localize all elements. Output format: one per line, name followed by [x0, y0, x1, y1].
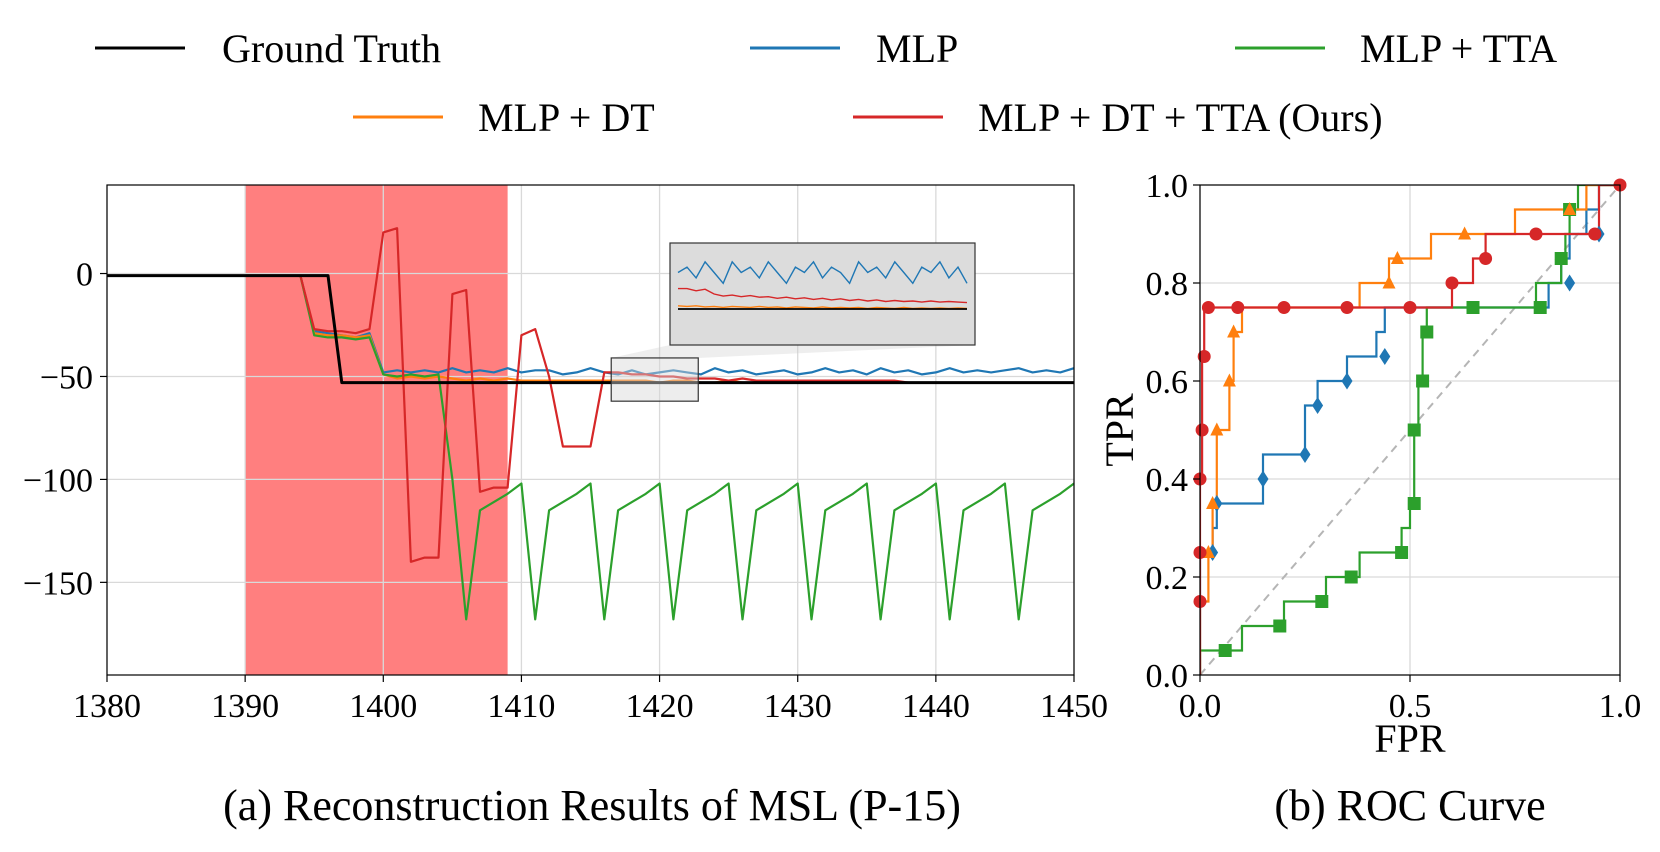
tick-layer: 1380 1390 1400 1410 1420 1430 1440 1450 0 −50 −100…: [23, 257, 1108, 725]
x-tick-label: 1420: [626, 688, 694, 725]
y-axis-label: TPR: [1097, 393, 1142, 467]
inset-source-box: [610, 357, 699, 402]
roc-marker-mlp-dt: [1458, 226, 1472, 240]
roc-marker-mlp-dt-tta-ours: [1588, 227, 1602, 241]
y-tick-label: −150: [23, 565, 93, 602]
roc-marker-mlp-dt: [1382, 275, 1396, 289]
legend-item-mlp-tta: MLP + TTA: [1235, 26, 1557, 71]
roc-marker-mlp: [1564, 274, 1576, 292]
roc-marker-mlp-dt: [1222, 373, 1236, 387]
roc-marker-mlp-dt-tta-ours: [1340, 301, 1354, 314]
roc-marker-mlp-dt: [1210, 422, 1224, 436]
roc-marker-mlp-dt-tta-ours: [1403, 301, 1417, 314]
roc-marker-mlp-dt-tta-ours: [1445, 276, 1459, 290]
roc-marker-mlp-dt-tta-ours: [1231, 301, 1245, 314]
y-tick-label: −100: [23, 462, 93, 499]
marker-layer: [1193, 178, 1627, 657]
y-tick-label: 0.2: [1146, 560, 1189, 597]
inset-connector: [611, 345, 975, 358]
series-line-ground-truth: [107, 274, 1074, 385]
roc-marker-mlp-tta: [1315, 595, 1329, 608]
series-line-mlp-tta: [107, 274, 1074, 621]
legend-label: MLP: [876, 26, 958, 71]
y-tick-label: 1.0: [1146, 168, 1189, 205]
x-tick-label: 1410: [487, 688, 555, 725]
legend-item-mlp-dt: MLP + DT: [353, 95, 655, 140]
roc-marker-mlp-dt: [1390, 251, 1404, 264]
roc-marker-mlp: [1312, 397, 1324, 414]
series-line-mlp: [107, 274, 1074, 376]
x-tick-label: 1450: [1040, 688, 1108, 725]
x-tick-label: 1430: [764, 688, 832, 725]
roc-marker-mlp: [1379, 348, 1391, 365]
roc-marker-mlp-tta: [1218, 644, 1232, 657]
roc-marker-mlp: [1341, 372, 1353, 390]
inset-line: [678, 287, 968, 304]
plot-frame: [106, 184, 1075, 676]
x-tick-label: 0.0: [1179, 688, 1222, 725]
roc-marker-mlp-tta: [1407, 423, 1421, 437]
legend-item-ours: MLP + DT + TTA (Ours): [853, 95, 1383, 140]
x-tick-label: 0.5: [1389, 688, 1432, 725]
chart-b: 0.0 0.5 1.0 0.0 0.2 0.4 0.6 0.8 1.0 FPR TPR: [1097, 168, 1641, 761]
roc-marker-mlp-tta: [1395, 546, 1409, 559]
roc-marker-mlp: [1257, 470, 1269, 488]
inset-line: [677, 260, 968, 285]
x-tick-label: 1400: [349, 688, 417, 725]
roc-marker-mlp-dt-tta-ours: [1277, 301, 1291, 314]
roc-marker-mlp-tta: [1466, 301, 1480, 314]
x-axis-label: FPR: [1374, 716, 1445, 761]
x-tick-label: 1390: [211, 688, 279, 725]
legend-label: MLP + DT: [478, 95, 655, 140]
x-tick-label: 1.0: [1599, 688, 1642, 725]
roc-marker-mlp-tta: [1554, 252, 1568, 265]
roc-marker-mlp-tta: [1273, 619, 1287, 633]
roc-marker-mlp-dt-tta-ours: [1529, 227, 1543, 241]
caption-a: (a) Reconstruction Results of MSL (P-15): [223, 781, 961, 830]
inset-panel: [669, 242, 976, 346]
y-tick-label: 0.8: [1146, 266, 1189, 303]
caption-b: (b) ROC Curve: [1274, 781, 1545, 830]
roc-marker-mlp-dt-tta-ours: [1197, 350, 1211, 363]
chart-a: 1380 1390 1400 1410 1420 1430 1440 1450 0 −50 −100…: [23, 184, 1108, 725]
inset-zoom: [669, 242, 976, 346]
roc-marker-mlp-tta: [1407, 497, 1421, 510]
tick-layer: 0.0 0.5 1.0 0.0 0.2 0.4 0.6 0.8 1.0: [1146, 168, 1642, 725]
series-layer: [107, 227, 1074, 621]
roc-marker-mlp-dt-tta-ours: [1195, 423, 1209, 437]
roc-marker-mlp: [1299, 446, 1311, 463]
legend: Ground Truth MLP MLP + TTA MLP + DT MLP …: [95, 26, 1557, 140]
inset-marker: [610, 345, 975, 402]
legend-label: MLP + DT + TTA (Ours): [978, 95, 1383, 140]
roc-marker-mlp-dt: [1227, 324, 1241, 338]
roc-marker-mlp-dt: [1206, 496, 1220, 509]
x-tick-label: 1440: [902, 688, 970, 725]
roc-marker-mlp-tta: [1416, 374, 1430, 388]
legend-item-ground-truth: Ground Truth: [95, 26, 441, 71]
roc-marker-mlp-tta: [1344, 570, 1358, 584]
legend-item-mlp: MLP: [750, 26, 958, 71]
roc-marker-mlp-dt-tta-ours: [1479, 252, 1493, 265]
roc-marker-mlp-tta: [1420, 325, 1434, 339]
y-tick-label: −50: [40, 359, 93, 396]
y-tick-label: 0: [76, 257, 93, 294]
x-tick-label: 1380: [73, 688, 141, 725]
roc-marker-mlp-dt-tta-ours: [1201, 301, 1215, 314]
legend-label: MLP + TTA: [1360, 26, 1557, 71]
roc-marker-mlp-tta: [1533, 301, 1547, 314]
legend-label: Ground Truth: [222, 26, 441, 71]
y-tick-label: 0.4: [1146, 462, 1189, 499]
grid-layer: [106, 185, 1075, 675]
y-tick-label: 0.0: [1146, 658, 1189, 695]
y-tick-label: 0.6: [1146, 364, 1189, 401]
roc-marker-mlp-dt: [1563, 202, 1577, 215]
